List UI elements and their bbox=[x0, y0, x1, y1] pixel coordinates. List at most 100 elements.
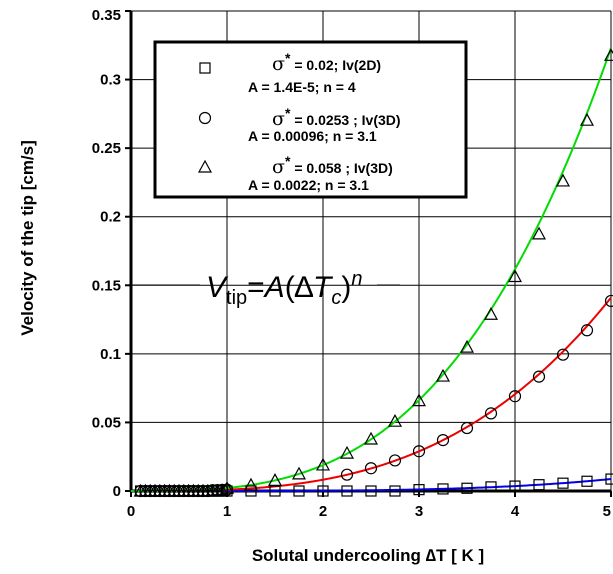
legend-line1: σ* = 0.02; Iv(2D) bbox=[272, 50, 381, 75]
legend-line2: A = 0.00096; n = 3.1 bbox=[248, 128, 377, 144]
x-tick-label: 5 bbox=[603, 503, 611, 520]
data-point-square bbox=[413, 484, 425, 496]
data-point-triangle bbox=[531, 226, 547, 240]
legend-star: * bbox=[285, 50, 291, 66]
data-point-triangle bbox=[603, 48, 613, 61]
data-point-square bbox=[509, 480, 521, 492]
tick-labels: 0 1 2 3 4 5 0 0.05 0.1 0.15 0.2 0.25 0.3 0.35 bbox=[92, 7, 611, 520]
legend-entry-square: σ* = 0.02; Iv(2D) A = 1.4E-5; n = 4 bbox=[199, 50, 381, 95]
data-point-square bbox=[485, 481, 497, 493]
data-point-circle bbox=[364, 462, 378, 475]
data-point-square bbox=[437, 483, 449, 495]
x-axis-title: Solutal undercooling ∆T [ K ] bbox=[252, 546, 484, 565]
data-point-triangle bbox=[267, 473, 283, 486]
equation-equals: = bbox=[247, 271, 265, 304]
legend-star: * bbox=[285, 153, 291, 169]
data-point-triangle bbox=[219, 481, 235, 494]
data-point-circle bbox=[580, 324, 594, 337]
x-tick-label: 2 bbox=[319, 503, 327, 520]
data-point-triangle bbox=[483, 306, 499, 320]
data-point-triangle bbox=[243, 477, 259, 491]
equation-exponent: n bbox=[351, 268, 362, 290]
data-point-triangle bbox=[435, 368, 451, 382]
legend-params: = 0.02; Iv(2D) bbox=[290, 57, 381, 73]
data-point-triangle bbox=[363, 431, 379, 445]
data-point-circle bbox=[484, 407, 498, 420]
legend-sigma: σ bbox=[272, 108, 285, 130]
y-tick-label: 0.3 bbox=[100, 72, 121, 89]
data-point-square bbox=[533, 479, 545, 491]
equation-close-paren: ) bbox=[341, 271, 351, 304]
data-point-circle bbox=[220, 483, 234, 496]
data-point-triangle bbox=[291, 466, 307, 480]
y-tick-label: 0.35 bbox=[92, 7, 121, 24]
data-point-circle bbox=[604, 294, 613, 308]
data-point-square bbox=[269, 485, 281, 497]
data-points bbox=[133, 48, 613, 498]
fit-curve-circle bbox=[131, 297, 612, 492]
legend-sigma: σ bbox=[272, 53, 285, 75]
data-point-circle bbox=[556, 348, 570, 361]
y-tick-label: 0 bbox=[113, 483, 121, 500]
data-point-square bbox=[317, 485, 329, 497]
x-tick-label: 0 bbox=[127, 503, 135, 520]
data-point-square bbox=[605, 473, 613, 485]
data-point-triangle bbox=[579, 112, 595, 126]
equation-open-paren: ( bbox=[285, 271, 295, 304]
legend-sigma: σ bbox=[272, 156, 285, 178]
data-point-triangle bbox=[555, 173, 571, 187]
data-point-square bbox=[293, 485, 305, 497]
legend-params: = 0.058 ; Iv(3D) bbox=[290, 160, 392, 176]
equation-v: V bbox=[206, 271, 229, 304]
legend-star: * bbox=[285, 105, 291, 121]
x-tick-label: 4 bbox=[511, 503, 520, 520]
data-point-triangle bbox=[339, 445, 355, 459]
data-point-circle bbox=[460, 421, 474, 435]
data-point-square bbox=[557, 477, 569, 489]
y-axis-title: Velocity of the tip [cm/s] bbox=[18, 140, 37, 336]
legend-line1: σ* = 0.058 ; Iv(3D) bbox=[272, 153, 393, 178]
y-tick-label: 0.15 bbox=[92, 277, 121, 294]
data-point-triangle bbox=[411, 393, 427, 407]
data-point-circle bbox=[412, 445, 426, 458]
data-point-circle bbox=[340, 468, 354, 481]
legend-entry-circle: σ* = 0.0253 ; Iv(3D)A = 0.00096; n = 3.1 bbox=[198, 105, 401, 144]
data-point-square bbox=[245, 485, 257, 497]
data-point-triangle bbox=[459, 339, 475, 353]
legend-marker-square bbox=[199, 62, 211, 74]
x-tick-label: 3 bbox=[415, 503, 423, 520]
x-tick-label: 1 bbox=[223, 503, 231, 520]
y-tick-label: 0.05 bbox=[92, 414, 121, 431]
legend-marker-circle bbox=[198, 111, 212, 125]
legend: σ* = 0.02; Iv(2D)A = 1.4E-5; n = 4σ* = 0… bbox=[153, 40, 468, 199]
data-point-triangle bbox=[507, 269, 523, 283]
legend-line1: σ* = 0.0253 ; Iv(3D) bbox=[272, 105, 401, 130]
legend-line2: A = 1.4E-5; n = 4 bbox=[248, 79, 356, 95]
fit-curve-triangle bbox=[131, 47, 612, 492]
equation-v-sub: tip bbox=[226, 287, 247, 309]
data-point-circle bbox=[436, 434, 450, 447]
y-tick-label: 0.25 bbox=[92, 140, 121, 157]
data-point-circle bbox=[532, 370, 546, 383]
equation-delta: ∆ bbox=[295, 271, 314, 304]
data-point-square bbox=[365, 485, 377, 497]
legend-params: = 0.0253 ; Iv(3D) bbox=[290, 112, 400, 128]
data-point-square bbox=[341, 485, 353, 497]
equation-a: A bbox=[263, 271, 285, 304]
data-point-circle bbox=[508, 390, 522, 403]
equation: Vtip=A(∆Tc)n bbox=[206, 268, 363, 309]
data-point-triangle bbox=[387, 413, 403, 427]
legend-marker-triangle bbox=[197, 159, 213, 173]
data-point-circle bbox=[388, 454, 402, 467]
data-point-square bbox=[581, 475, 593, 487]
data-point-square bbox=[461, 482, 473, 494]
data-point-triangle bbox=[215, 483, 230, 497]
data-point-triangle bbox=[315, 457, 331, 471]
equation-t: T bbox=[313, 271, 334, 304]
y-tick-label: 0.2 bbox=[100, 209, 121, 226]
equation-t-sub: c bbox=[331, 287, 341, 309]
legend-entry-triangle: σ* = 0.058 ; Iv(3D)A = 0.0022; n = 3.1 bbox=[197, 153, 393, 193]
y-tick-label: 0.1 bbox=[100, 346, 121, 363]
data-point-square bbox=[389, 485, 401, 497]
